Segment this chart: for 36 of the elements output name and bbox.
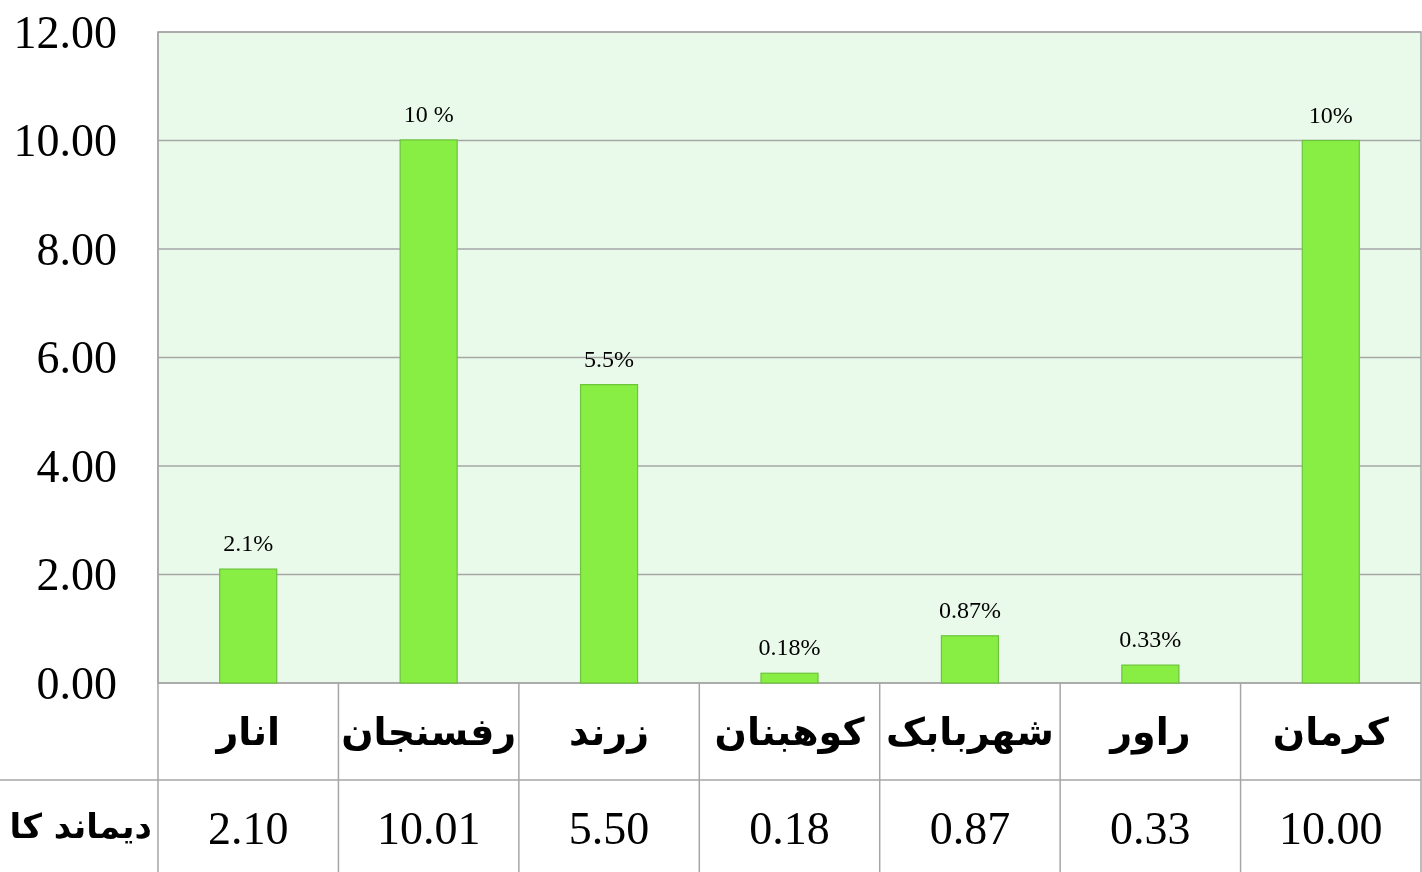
- data-label: 0.33: [1110, 802, 1191, 854]
- y-tick-label: 8.00: [36, 223, 117, 275]
- data-label: 0.18: [749, 802, 830, 854]
- y-tick-label: 12.00: [13, 6, 117, 58]
- bar: [399, 139, 458, 684]
- data-label: 2.10: [207, 802, 289, 854]
- bar: [579, 384, 639, 684]
- y-tick-label: 2.00: [36, 549, 117, 600]
- annotation: 10%: [1308, 101, 1353, 128]
- data-label: 5.50: [568, 802, 650, 854]
- y-tick-label: 0.00: [36, 657, 117, 709]
- annotation: 0.18%: [758, 634, 821, 661]
- x-tick-label: راور: [1108, 709, 1191, 755]
- x-tick-label: کرمان: [1272, 709, 1390, 754]
- data-label: 10.01: [376, 802, 481, 854]
- x-tick-label: کوهبنان: [714, 709, 866, 754]
- annotation: 5.5%: [584, 345, 635, 372]
- bar: [760, 672, 819, 684]
- x-tick-label: شهربابک: [886, 709, 1054, 754]
- x-tick-label: انار: [214, 709, 280, 754]
- bar: [1301, 139, 1360, 684]
- bar: [940, 635, 1000, 684]
- x-tick-label: زرند: [569, 709, 650, 754]
- annotation: 2.1%: [223, 530, 274, 557]
- data-label: 0.87: [929, 802, 1011, 854]
- bar: [1121, 664, 1180, 684]
- annotation: 0.87%: [938, 596, 1001, 623]
- y-tick-label: 4.00: [36, 440, 117, 492]
- bar: [219, 568, 278, 684]
- y-tick-label: 6.00: [36, 332, 117, 383]
- x-tick-label: رفسنجان: [341, 709, 517, 754]
- data-label: 10.00: [1279, 802, 1383, 854]
- y-tick-label: 10.00: [13, 115, 117, 166]
- annotation: 10 %: [403, 100, 454, 127]
- text: دیماند کا: [9, 806, 152, 846]
- annotation: 0.33%: [1119, 626, 1182, 653]
